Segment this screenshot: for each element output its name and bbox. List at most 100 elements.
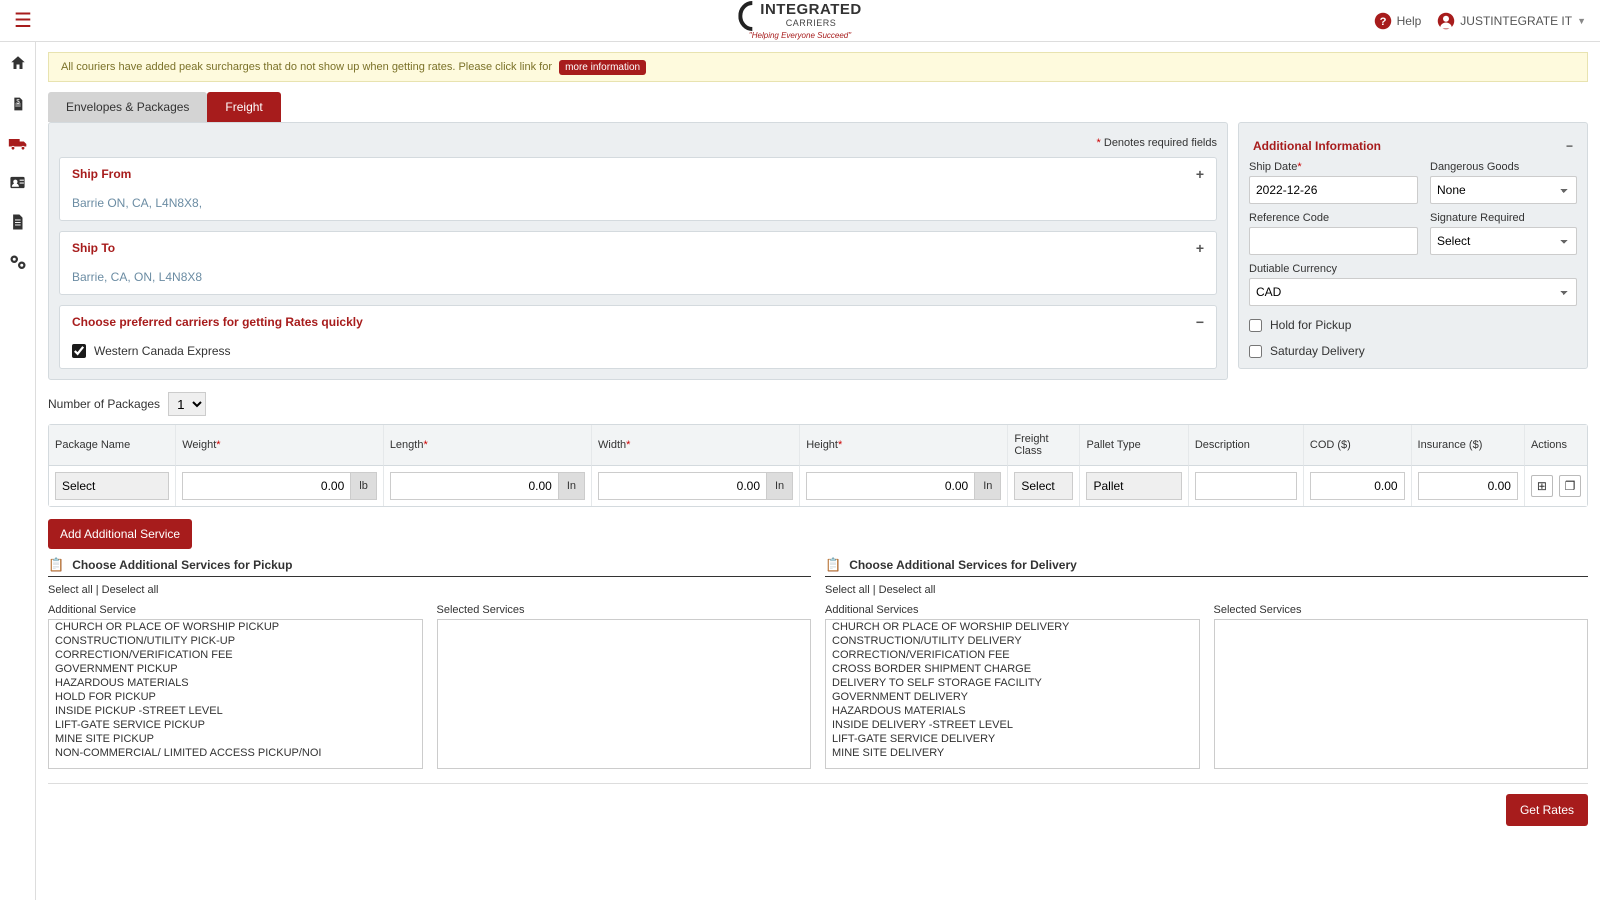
list-item[interactable]: CONSTRUCTION/UTILITY DELIVERY (826, 634, 1199, 648)
logo-icon (738, 1, 758, 31)
sidebar-shipping-icon[interactable] (8, 136, 28, 155)
sidebar-home-icon[interactable] (9, 54, 27, 75)
copy-row-icon[interactable]: ❐ (1559, 475, 1581, 497)
required-fields-note: * Denotes required fields (59, 133, 1217, 157)
col-package-name: Package Name (49, 425, 176, 466)
carrier-option: Western Canada Express (60, 338, 1216, 368)
tab-envelopes[interactable]: Envelopes & Packages (48, 92, 207, 122)
delivery-selected-list[interactable] (1214, 619, 1589, 769)
dangerous-goods-label: Dangerous Goods (1430, 161, 1577, 173)
list-item[interactable]: CROSS BORDER SHIPMENT CHARGE (826, 662, 1199, 676)
pickup-selected-list[interactable] (437, 619, 812, 769)
help-icon: ? (1374, 12, 1392, 30)
delivery-services-column: 📋 Choose Additional Services for Deliver… (825, 557, 1588, 769)
list-item[interactable]: CORRECTION/VERIFICATION FEE (826, 648, 1199, 662)
list-item[interactable]: GOVERNMENT DELIVERY (826, 690, 1199, 704)
list-item[interactable]: CONSTRUCTION/UTILITY PICK-UP (49, 634, 422, 648)
hold-pickup-label: Hold for Pickup (1270, 318, 1351, 332)
weight-input[interactable] (182, 472, 351, 500)
currency-select[interactable]: CAD (1249, 278, 1577, 306)
main-content: All couriers have added peak surcharges … (36, 42, 1600, 900)
saturday-label: Saturday Delivery (1270, 344, 1365, 358)
carrier-checkbox[interactable] (72, 344, 86, 358)
list-item[interactable]: NON-COMMERCIAL/ LIMITED ACCESS PICKUP/NO… (49, 746, 422, 760)
sidebar-document-icon[interactable] (10, 213, 25, 234)
sidebar-contacts-icon[interactable] (9, 175, 26, 193)
menu-toggle-icon[interactable]: ☰ (14, 8, 32, 33)
user-label: JUSTINTEGRATE IT (1460, 14, 1572, 28)
sidebar-settings-icon[interactable] (9, 254, 27, 275)
list-item[interactable]: LIFT-GATE SERVICE PICKUP (49, 718, 422, 732)
delivery-select-all[interactable]: Select all (825, 584, 870, 596)
alert-text: All couriers have added peak surcharges … (61, 61, 552, 73)
list-item[interactable]: HAZARDOUS MATERIALS (49, 676, 422, 690)
ship-from-header[interactable]: Ship From + (60, 158, 1216, 190)
reference-code-label: Reference Code (1249, 212, 1418, 224)
pickup-available-list[interactable]: CHURCH OR PLACE OF WORSHIP PICKUPCONSTRU… (48, 619, 423, 769)
length-unit: In (559, 472, 585, 500)
freight-class-select[interactable]: Select (1014, 472, 1073, 500)
package-count-label: Number of Packages (48, 397, 160, 411)
pallet-type-select[interactable]: Pallet (1086, 472, 1181, 500)
hold-pickup-checkbox[interactable] (1249, 319, 1262, 332)
list-item[interactable]: INSIDE DELIVERY -STREET LEVEL (826, 718, 1199, 732)
insurance-input[interactable] (1418, 472, 1518, 500)
col-description: Description (1189, 425, 1304, 466)
carriers-header[interactable]: Choose preferred carriers for getting Ra… (60, 306, 1216, 338)
length-input[interactable] (390, 472, 559, 500)
tab-freight[interactable]: Freight (207, 92, 280, 122)
list-item[interactable]: MINE SITE PICKUP (49, 732, 422, 746)
add-row-icon[interactable]: ⊞ (1531, 475, 1553, 497)
list-item[interactable]: HAZARDOUS MATERIALS (826, 704, 1199, 718)
ship-date-input[interactable] (1249, 176, 1418, 204)
collapse-icon[interactable]: − (1566, 139, 1573, 153)
additional-info-panel: Additional Information − Ship Date* Dang… (1238, 122, 1588, 369)
list-item[interactable]: GOVERNMENT PICKUP (49, 662, 422, 676)
signature-select[interactable]: Select (1430, 227, 1577, 255)
saturday-checkbox[interactable] (1249, 345, 1262, 358)
signature-label: Signature Required (1430, 212, 1577, 224)
list-item[interactable]: CORRECTION/VERIFICATION FEE (49, 648, 422, 662)
pickup-services-column: 📋 Choose Additional Services for Pickup … (48, 557, 811, 769)
description-input[interactable] (1195, 472, 1297, 500)
delivery-available-list[interactable]: CHURCH OR PLACE OF WORSHIP DELIVERYCONST… (825, 619, 1200, 769)
alert-more-info-link[interactable]: more information (559, 60, 646, 75)
sidebar: $ (0, 42, 36, 900)
pickup-deselect-all[interactable]: Deselect all (102, 584, 159, 596)
ship-to-header[interactable]: Ship To + (60, 232, 1216, 264)
add-additional-service-button[interactable]: Add Additional Service (48, 519, 192, 549)
help-link[interactable]: ? Help (1374, 12, 1422, 30)
list-item[interactable]: CHURCH OR PLACE OF WORSHIP PICKUP (49, 620, 422, 634)
col-actions: Actions (1525, 425, 1587, 466)
delivery-selected-label: Selected Services (1214, 604, 1589, 616)
height-input[interactable] (806, 472, 975, 500)
ship-to-value: Barrie, CA, ON, L4N8X8 (60, 264, 1216, 294)
list-item[interactable]: INSIDE PICKUP -STREET LEVEL (49, 704, 422, 718)
dangerous-goods-select[interactable]: None (1430, 176, 1577, 204)
logo: INTEGRATED CARRIERS "Helping Everyone Su… (738, 1, 861, 40)
list-item[interactable]: HOLD FOR PICKUP (49, 690, 422, 704)
delivery-deselect-all[interactable]: Deselect all (879, 584, 936, 596)
carriers-section: Choose preferred carriers for getting Ra… (59, 305, 1217, 369)
weight-unit: lb (351, 472, 377, 500)
get-rates-button[interactable]: Get Rates (1506, 794, 1588, 826)
clipboard-icon: 📋 (825, 557, 841, 573)
sidebar-invoice-icon[interactable]: $ (10, 95, 26, 116)
package-name-select[interactable]: Select (55, 472, 169, 500)
cod-input[interactable] (1310, 472, 1405, 500)
list-item[interactable]: MINE SITE DELIVERY (826, 746, 1199, 760)
list-item[interactable]: LIFT-GATE SERVICE DELIVERY (826, 732, 1199, 746)
ship-from-section: Ship From + Barrie ON, CA, L4N8X8, (59, 157, 1217, 221)
list-item[interactable]: CHURCH OR PLACE OF WORSHIP DELIVERY (826, 620, 1199, 634)
width-input[interactable] (598, 472, 767, 500)
user-menu[interactable]: JUSTINTEGRATE IT ▼ (1437, 12, 1586, 30)
package-count-select[interactable]: 1 (168, 392, 206, 416)
shipment-tabs: Envelopes & Packages Freight (48, 92, 1588, 122)
list-item[interactable]: DELIVERY TO SELF STORAGE FACILITY (826, 676, 1199, 690)
reference-code-input[interactable] (1249, 227, 1418, 255)
pickup-available-label: Additional Service (48, 604, 423, 616)
col-weight: Weight* (176, 425, 384, 466)
pickup-select-all[interactable]: Select all (48, 584, 93, 596)
height-unit: In (975, 472, 1001, 500)
user-icon (1437, 12, 1455, 30)
